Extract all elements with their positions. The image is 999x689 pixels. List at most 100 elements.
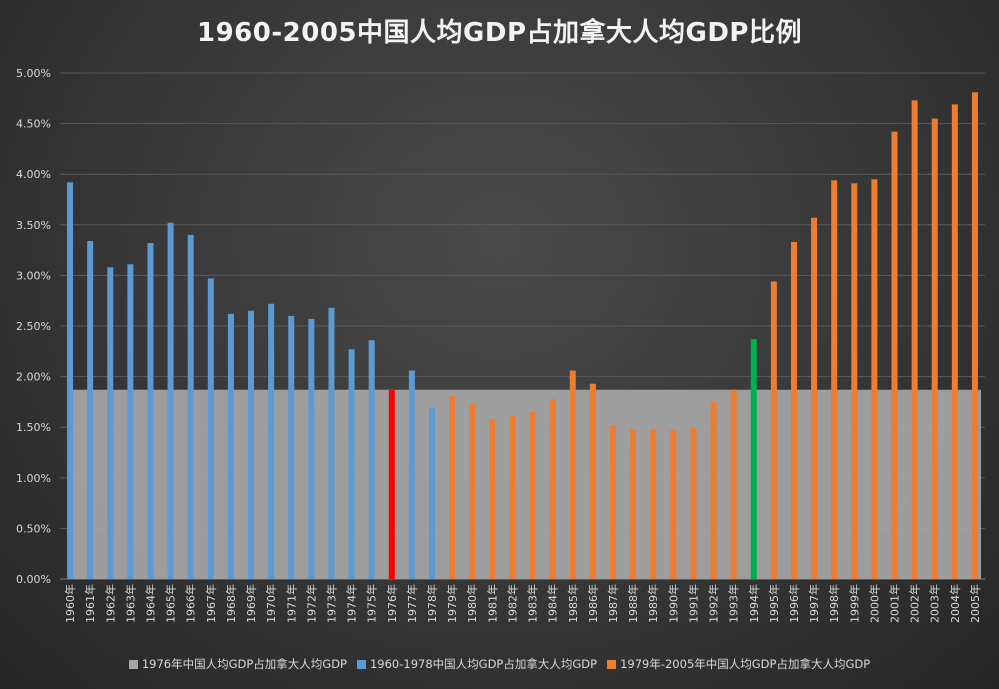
y-tick-label: 4.50% — [16, 118, 51, 131]
y-tick-label: 2.00% — [16, 371, 51, 384]
bar — [308, 318, 315, 579]
x-tick-label: 1999年 — [847, 584, 861, 623]
legend-item: 1960-1978中国人均GDP占加拿大人均GDP — [356, 656, 597, 672]
bar — [650, 429, 657, 579]
bar — [730, 389, 737, 579]
legend-swatch — [128, 659, 138, 669]
y-axis-ticks: 0.00% 0.50% 1.00% 1.50% 2.00% 2.50% 3.00% 3.50%… — [16, 67, 51, 586]
x-axis-ticks: 1960年 1961年 1962年 1963年 1964年 1965年 1966年 1967年… — [63, 584, 982, 623]
x-tick-label: 1984年 — [546, 584, 560, 623]
x-tick-label: 1988年 — [626, 584, 640, 623]
x-tick-label: 1990年 — [666, 584, 680, 623]
bar — [951, 104, 958, 579]
x-tick-label: 1980年 — [465, 584, 479, 623]
y-tick-label: 4.00% — [16, 168, 51, 181]
bar — [750, 339, 757, 579]
bar — [489, 419, 496, 579]
bar — [770, 281, 777, 579]
x-tick-label: 1973年 — [324, 584, 338, 623]
x-tick-label: 1969年 — [244, 584, 258, 623]
y-tick-label: 1.50% — [16, 421, 51, 434]
bar — [107, 267, 114, 579]
bar — [811, 217, 818, 579]
legend-label: 1976年中国人均GDP占加拿大人均GDP — [141, 657, 347, 671]
x-tick-label: 1961年 — [83, 584, 97, 623]
bar — [408, 370, 415, 579]
bar — [67, 182, 74, 579]
bar — [690, 427, 697, 579]
y-tick-label: 1.00% — [16, 472, 51, 485]
bar — [167, 222, 174, 579]
bar — [127, 264, 134, 579]
y-tick-label: 3.50% — [16, 219, 51, 232]
x-tick-label: 1998年 — [827, 584, 841, 623]
x-tick-label: 1978年 — [425, 584, 439, 623]
x-tick-label: 1985年 — [566, 584, 580, 623]
x-tick-label: 2003年 — [928, 584, 942, 623]
x-tick-label: 1996年 — [787, 584, 801, 623]
x-tick-label: 1963年 — [123, 584, 137, 623]
x-tick-label: 2005年 — [968, 584, 982, 623]
bar — [509, 416, 516, 579]
x-tick-label: 1975年 — [365, 584, 379, 623]
legend-item: 1979年-2005年中国人均GDP占加拿大人均GDP — [607, 656, 870, 672]
x-tick-label: 1970年 — [264, 584, 278, 623]
bar — [971, 92, 978, 579]
x-tick-label: 1986年 — [586, 584, 600, 623]
x-tick-label: 1983年 — [526, 584, 540, 623]
legend-label: 1979年-2005年中国人均GDP占加拿大人均GDP — [620, 657, 871, 671]
bar — [589, 383, 596, 579]
bar — [529, 412, 536, 579]
x-tick-label: 2004年 — [948, 584, 962, 623]
reference-band — [68, 389, 981, 579]
bar — [207, 278, 214, 579]
y-tick-label: 2.50% — [16, 320, 51, 333]
x-tick-label: 1995年 — [767, 584, 781, 623]
bar — [328, 307, 335, 579]
legend: 1976年中国人均GDP占加拿大人均GDP 1960-1978中国人均GDP占加拿… — [0, 656, 999, 672]
x-tick-label: 1992年 — [707, 584, 721, 623]
bar — [429, 407, 436, 579]
x-tick-label: 2000年 — [867, 584, 881, 623]
x-tick-label: 1971年 — [284, 584, 298, 623]
x-tick-label: 1989年 — [646, 584, 660, 623]
x-tick-label: 1979年 — [445, 584, 459, 623]
bar — [630, 429, 637, 579]
bar — [670, 430, 677, 579]
x-tick-label: 1991年 — [686, 584, 700, 623]
bar — [368, 340, 375, 579]
x-tick-label: 1987年 — [606, 584, 620, 623]
bar — [227, 313, 234, 579]
bar — [851, 183, 858, 580]
y-tick-label: 0.00% — [16, 573, 51, 586]
bar — [469, 403, 476, 579]
bar — [449, 395, 456, 579]
bar — [388, 389, 395, 579]
x-tick-label: 1981年 — [485, 584, 499, 623]
y-tick-label: 5.00% — [16, 67, 51, 80]
bar — [569, 370, 576, 579]
y-tick-label: 0.50% — [16, 522, 51, 535]
bar — [87, 240, 94, 579]
legend-swatch — [607, 659, 617, 669]
legend-swatch — [356, 659, 366, 669]
bar — [831, 180, 838, 579]
bar — [931, 118, 938, 579]
x-tick-label: 1974年 — [345, 584, 359, 623]
bar — [609, 425, 616, 579]
bar-layer — [67, 92, 978, 580]
x-tick-label: 1968年 — [224, 584, 238, 623]
bar — [710, 401, 717, 579]
bar — [790, 242, 797, 579]
x-tick-label: 2001年 — [888, 584, 902, 623]
bar — [871, 179, 878, 579]
bar — [348, 349, 355, 579]
x-tick-label: 1966年 — [184, 584, 198, 623]
x-tick-label: 1997年 — [807, 584, 821, 623]
x-tick-label: 1964年 — [143, 584, 157, 623]
x-tick-label: 1976年 — [385, 584, 399, 623]
x-tick-label: 1965年 — [164, 584, 178, 623]
y-tick-label: 3.00% — [16, 269, 51, 282]
x-tick-label: 1982年 — [505, 584, 519, 623]
